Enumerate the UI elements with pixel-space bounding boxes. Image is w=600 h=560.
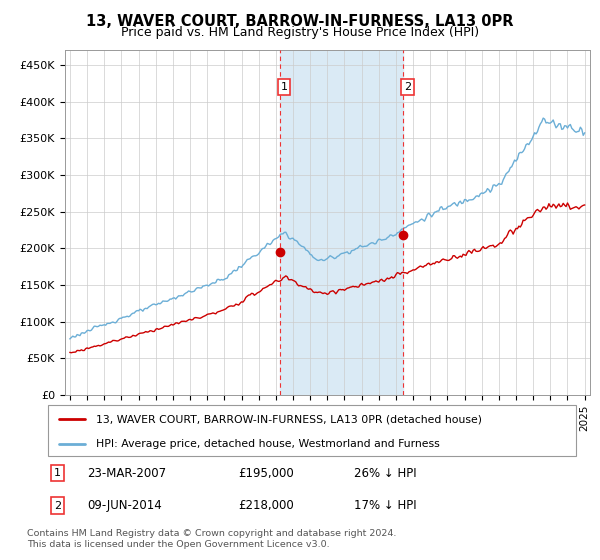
Text: 17% ↓ HPI: 17% ↓ HPI — [354, 499, 417, 512]
Text: 26% ↓ HPI: 26% ↓ HPI — [354, 467, 417, 480]
Text: HPI: Average price, detached house, Westmorland and Furness: HPI: Average price, detached house, West… — [95, 438, 439, 449]
Text: 2: 2 — [404, 82, 412, 92]
Text: 09-JUN-2014: 09-JUN-2014 — [88, 499, 163, 512]
FancyBboxPatch shape — [48, 405, 576, 456]
Text: 1: 1 — [280, 82, 287, 92]
Text: £195,000: £195,000 — [238, 467, 294, 480]
Text: Price paid vs. HM Land Registry's House Price Index (HPI): Price paid vs. HM Land Registry's House … — [121, 26, 479, 39]
Text: 23-MAR-2007: 23-MAR-2007 — [88, 467, 167, 480]
Text: 2: 2 — [54, 501, 61, 511]
Text: 13, WAVER COURT, BARROW-IN-FURNESS, LA13 0PR: 13, WAVER COURT, BARROW-IN-FURNESS, LA13… — [86, 14, 514, 29]
Text: 1: 1 — [54, 468, 61, 478]
Text: Contains HM Land Registry data © Crown copyright and database right 2024.
This d: Contains HM Land Registry data © Crown c… — [27, 529, 397, 549]
Text: 13, WAVER COURT, BARROW-IN-FURNESS, LA13 0PR (detached house): 13, WAVER COURT, BARROW-IN-FURNESS, LA13… — [95, 414, 482, 424]
Bar — [280, 50, 403, 395]
Text: £218,000: £218,000 — [238, 499, 294, 512]
